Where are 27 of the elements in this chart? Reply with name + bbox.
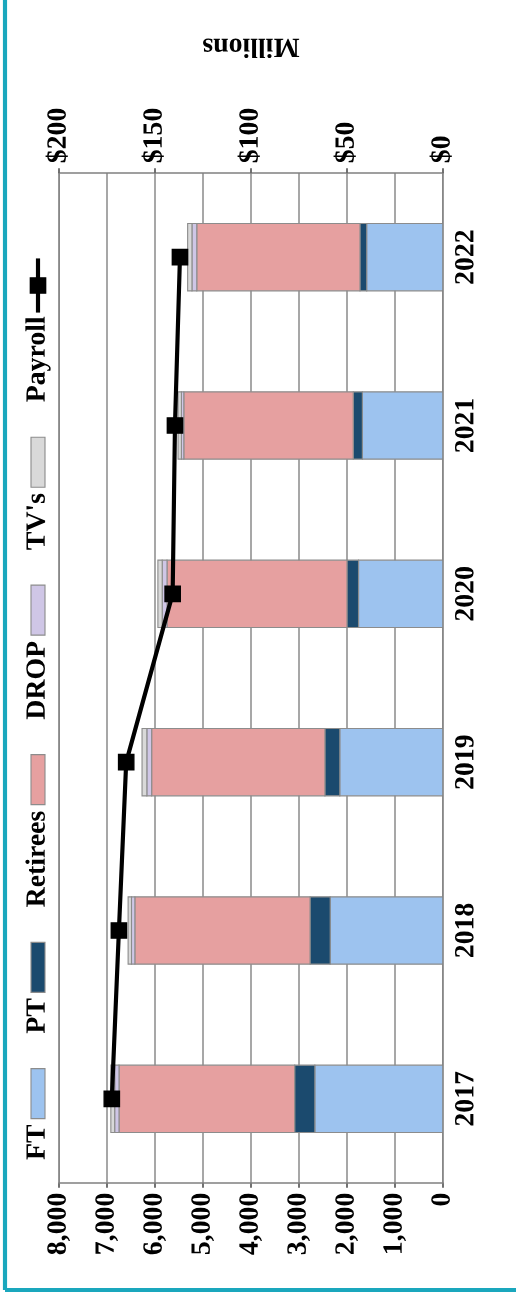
legend-label: TV's <box>26 493 46 550</box>
y-tick-label: 2022 <box>454 230 474 284</box>
x-tick-label: 7,000 <box>95 1193 118 1254</box>
x-tick-label: 0 <box>431 1193 450 1206</box>
y-tick-label: 2019 <box>454 735 474 789</box>
x2-tick-label: $100 <box>237 108 260 163</box>
legend-label: Payroll <box>25 316 51 402</box>
x-tick-label: 8,000 <box>47 1193 70 1255</box>
x-tick-label: 6,000 <box>143 1193 166 1255</box>
x-tick-label: 2,000 <box>335 1193 358 1255</box>
x2-tick-label: $50 <box>333 122 356 163</box>
x-tick-label: 4,000 <box>239 1193 262 1255</box>
x2-tick-label: $200 <box>45 108 68 163</box>
x-tick-label: 3,000 <box>287 1193 310 1255</box>
x2-tick-label: $150 <box>141 108 164 163</box>
y-tick-label: 2018 <box>454 903 474 958</box>
x2-axis-title: Millions <box>203 38 300 59</box>
x-tick-label: 1,000 <box>383 1193 406 1253</box>
x-tick-label: 5,000 <box>191 1193 214 1255</box>
legend-label: FT <box>26 1124 45 1160</box>
legend-label: DROP <box>26 641 45 720</box>
legend-label: Retirees <box>25 811 45 907</box>
y-tick-label: 2017 <box>454 1071 474 1126</box>
legend-label: PT <box>26 998 45 1034</box>
x2-tick-label: $0 <box>429 136 452 163</box>
y-tick-label: 2020 <box>454 567 474 621</box>
y-tick-label: 2021 <box>454 399 474 453</box>
